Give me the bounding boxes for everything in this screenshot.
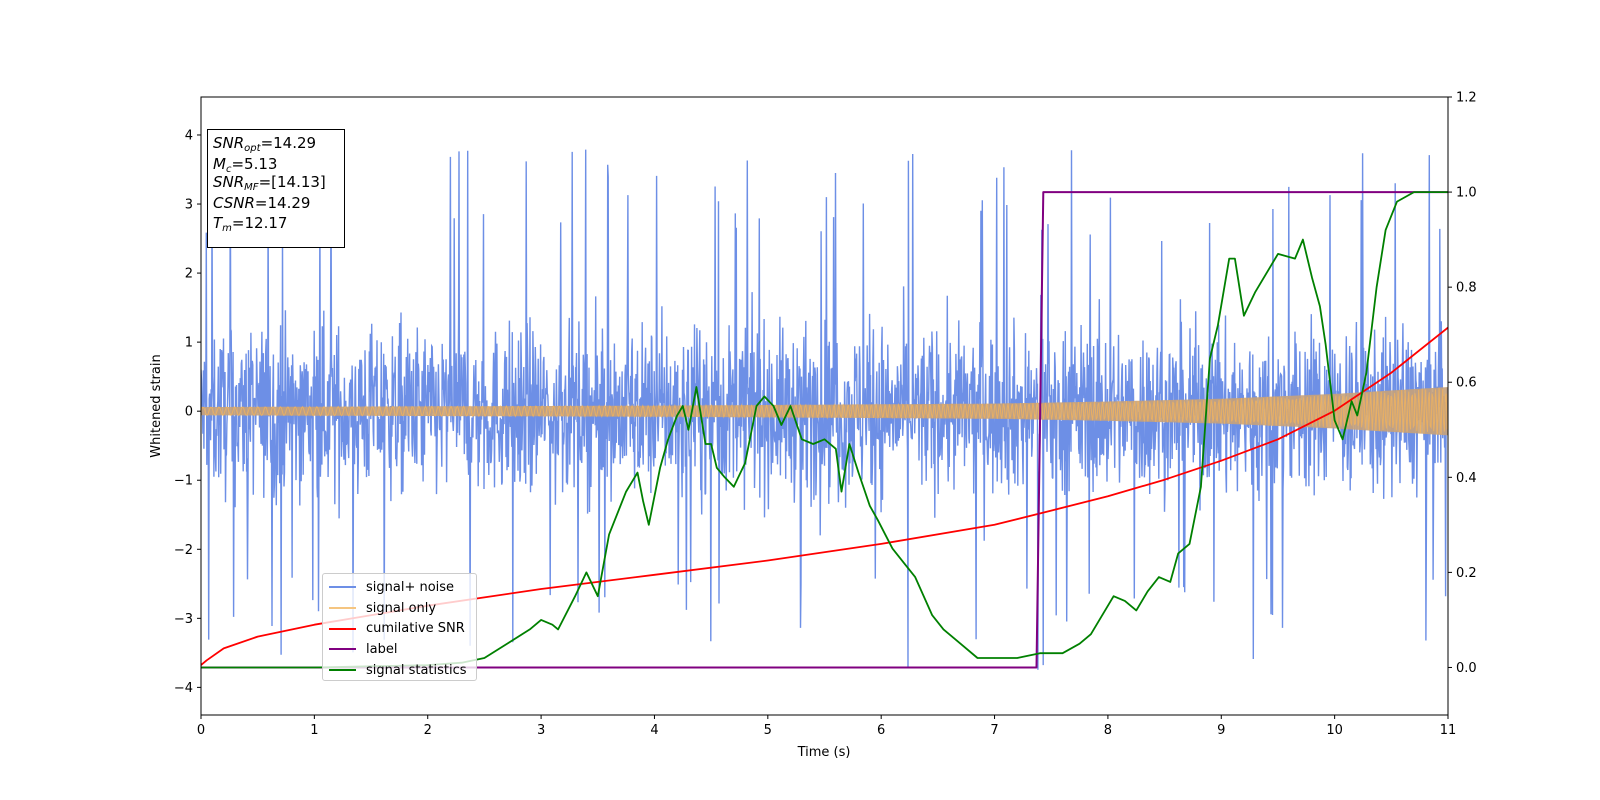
y-axis-label: Whitened strain	[149, 354, 164, 457]
legend: signal+ noise signal only cumilative SNR…	[322, 573, 477, 681]
tm-line: Tm=12.17	[213, 214, 288, 234]
legend-item-signal-statistics: signal statistics	[323, 660, 476, 681]
x-axis-label: Time (s)	[797, 745, 851, 760]
plot-frame	[200, 96, 1449, 716]
y2-tick-label: 0.8	[1456, 281, 1477, 296]
snr-annotation-box: SNRopt=14.29 Mc=5.13 SNRMF=[14.13] CSNR=…	[207, 129, 345, 248]
snr-mf-line: SNRMF=[14.13]	[213, 173, 326, 193]
mc-line: Mc=5.13	[213, 154, 278, 175]
y2-tick-label: 1.0	[1456, 186, 1477, 201]
series-line-label	[201, 191, 1448, 669]
legend-swatch-signal-statistics	[329, 669, 356, 672]
legend-swatch-cumulative-snr	[329, 627, 356, 630]
mc-value: =5.13	[231, 154, 278, 173]
x-tick-label: 0	[197, 723, 205, 738]
series-layer	[201, 149, 1448, 670]
series-line-signal-only	[201, 387, 1448, 435]
y-tick-label: −1	[174, 474, 193, 489]
csnr-value: =14.29	[254, 193, 311, 212]
x-tick-label: 3	[537, 723, 545, 738]
legend-item-cumulative-snr: cumilative SNR	[323, 618, 476, 639]
y-axis-left: −4 −3 −2 −1 0 1 2 3 4	[174, 128, 201, 696]
series-line-signal-statistics	[201, 191, 1448, 669]
snr-mf-value: =[14.13]	[258, 173, 326, 191]
legend-item-label: label	[323, 639, 476, 660]
legend-swatch-signal-only	[329, 607, 356, 610]
legend-item-signal-noise: signal+ noise	[323, 577, 476, 598]
y2-tick-label: 0.0	[1456, 661, 1477, 676]
x-tick-label: 11	[1440, 723, 1457, 738]
x-tick-label: 6	[877, 723, 885, 738]
csnr-line: CSNR=14.29	[213, 193, 311, 212]
x-tick-label: 5	[764, 723, 772, 738]
y-tick-label: −4	[174, 681, 193, 696]
legend-swatch-signal-noise	[329, 586, 356, 589]
legend-item-signal-only: signal only	[323, 598, 476, 619]
legend-label: signal statistics	[366, 662, 467, 678]
x-tick-label: 10	[1326, 723, 1343, 738]
y-tick-label: 2	[185, 267, 193, 282]
legend-label: signal only	[366, 600, 437, 616]
y-axis-right: 0.0 0.2 0.4 0.6 0.8 1.0 1.2	[1448, 91, 1477, 676]
x-axis: 0 1 2 3 4 5 6 7 8 9 10 11	[197, 715, 1456, 738]
legend-label: label	[366, 641, 398, 657]
y-tick-label: 4	[185, 128, 193, 143]
y-tick-label: 1	[185, 336, 193, 351]
y-tick-label: −2	[174, 543, 193, 558]
y2-tick-label: 0.6	[1456, 376, 1477, 391]
y2-tick-label: 0.4	[1456, 471, 1477, 486]
legend-label: signal+ noise	[366, 579, 455, 595]
x-tick-label: 2	[424, 723, 432, 738]
y2-tick-label: 0.2	[1456, 566, 1477, 581]
snr-opt-value: =14.29	[260, 134, 317, 152]
x-tick-label: 8	[1104, 723, 1112, 738]
x-tick-label: 7	[990, 723, 998, 738]
x-tick-label: 9	[1217, 723, 1225, 738]
y-tick-label: 0	[185, 405, 193, 420]
series-envelope-signal-only	[201, 387, 1448, 436]
x-tick-label: 1	[310, 723, 318, 738]
y-tick-label: 3	[185, 198, 193, 213]
legend-swatch-label	[329, 648, 356, 651]
x-tick-label: 4	[650, 723, 658, 738]
snr-opt-line: SNRopt=14.29	[213, 134, 317, 154]
series-line-cumulative-snr	[201, 326, 1448, 666]
y2-tick-label: 1.2	[1456, 91, 1477, 106]
legend-label: cumilative SNR	[366, 621, 465, 637]
tm-value: =12.17	[231, 214, 288, 232]
y-tick-label: −3	[174, 612, 193, 627]
